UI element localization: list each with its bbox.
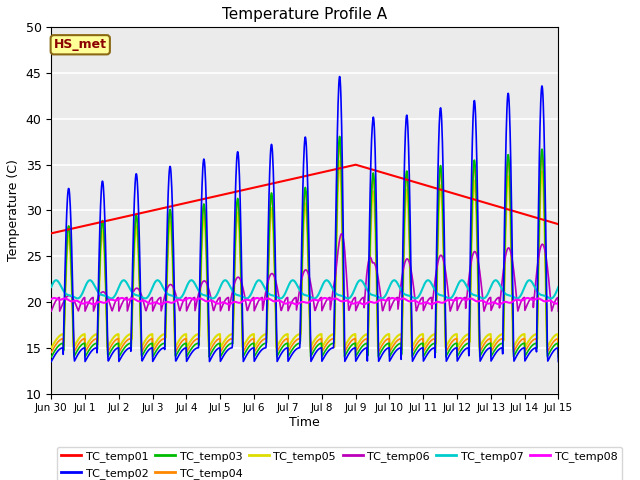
Text: HS_met: HS_met bbox=[54, 38, 107, 51]
X-axis label: Time: Time bbox=[289, 416, 320, 429]
Title: Temperature Profile A: Temperature Profile A bbox=[222, 7, 387, 22]
Y-axis label: Temperature (C): Temperature (C) bbox=[7, 159, 20, 262]
Legend: TC_temp01, TC_temp02, TC_temp03, TC_temp04, TC_temp05, TC_temp06, TC_temp07, TC_: TC_temp01, TC_temp02, TC_temp03, TC_temp… bbox=[57, 447, 622, 480]
